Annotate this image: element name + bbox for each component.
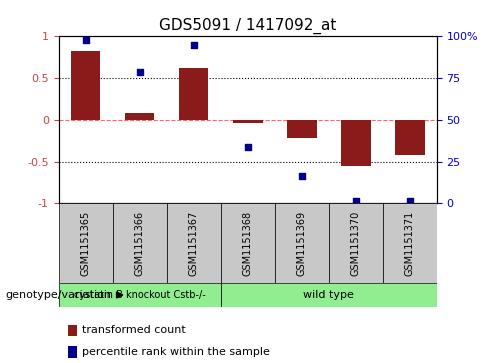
Bar <box>179 68 208 120</box>
Point <box>81 37 89 42</box>
Text: GSM1151369: GSM1151369 <box>297 211 306 276</box>
Text: cystatin B knockout Cstb-/-: cystatin B knockout Cstb-/- <box>74 290 205 300</box>
Text: genotype/variation: genotype/variation <box>5 290 111 300</box>
Bar <box>275 203 329 283</box>
Point <box>406 198 414 204</box>
Text: GSM1151367: GSM1151367 <box>189 211 199 276</box>
Bar <box>233 120 263 123</box>
Text: GSM1151368: GSM1151368 <box>243 211 253 276</box>
Text: GSM1151371: GSM1151371 <box>405 211 415 276</box>
Bar <box>383 203 437 283</box>
Point <box>136 69 143 75</box>
Text: transformed count: transformed count <box>82 325 186 335</box>
Bar <box>166 203 221 283</box>
Point <box>190 42 198 48</box>
Bar <box>113 203 166 283</box>
Bar <box>125 113 155 120</box>
Text: wild type: wild type <box>303 290 354 300</box>
Title: GDS5091 / 1417092_at: GDS5091 / 1417092_at <box>159 17 336 33</box>
Bar <box>221 203 275 283</box>
Bar <box>71 51 101 120</box>
Bar <box>59 283 221 307</box>
Point <box>298 173 305 179</box>
Point <box>244 144 252 150</box>
Bar <box>395 120 425 155</box>
Bar <box>59 203 113 283</box>
Bar <box>329 203 383 283</box>
Bar <box>221 283 437 307</box>
Text: GSM1151366: GSM1151366 <box>135 211 144 276</box>
Bar <box>287 120 317 138</box>
Text: GSM1151365: GSM1151365 <box>81 211 91 276</box>
Point <box>352 198 360 204</box>
Text: GSM1151370: GSM1151370 <box>351 211 361 276</box>
Text: percentile rank within the sample: percentile rank within the sample <box>82 347 270 357</box>
Bar <box>341 120 370 166</box>
